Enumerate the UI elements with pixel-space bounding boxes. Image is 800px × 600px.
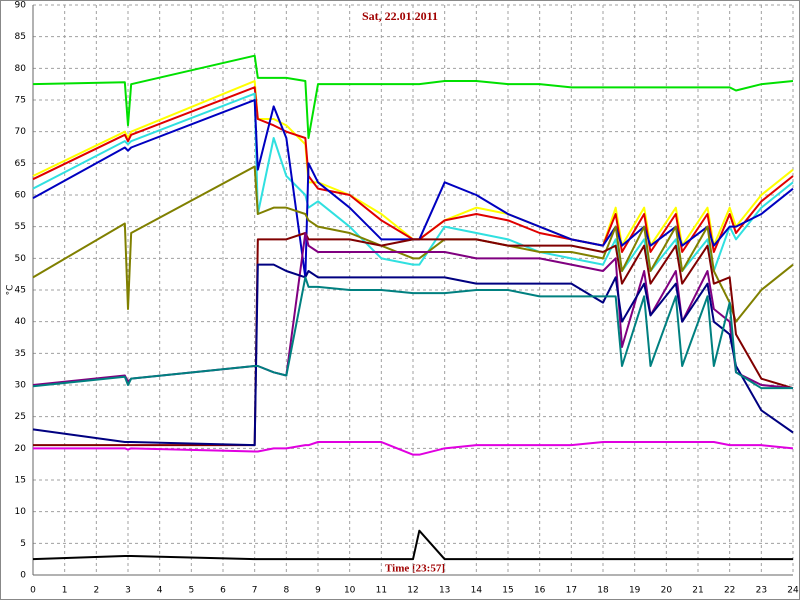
y-tick-label: 40 — [15, 317, 27, 327]
y-tick-label: 20 — [15, 444, 27, 454]
x-tick-label: 16 — [534, 586, 546, 596]
x-tick-label: 7 — [252, 586, 258, 596]
y-tick-label: 50 — [15, 254, 27, 264]
series-line — [33, 232, 794, 447]
series-line — [32, 80, 794, 247]
y-tick-label: 90 — [15, 1, 27, 11]
y-tick-label: 55 — [15, 222, 26, 232]
x-tick-label: 5 — [188, 586, 194, 596]
y-tick-label: 65 — [15, 159, 26, 169]
x-tick-label: 2 — [93, 586, 99, 596]
x-tick-label: 17 — [566, 586, 577, 596]
x-tick-label: 11 — [376, 586, 387, 596]
x-tick-label: 19 — [629, 586, 641, 596]
y-tick-label: 80 — [15, 64, 27, 74]
x-tick-label: 13 — [439, 586, 450, 596]
x-tick-label: 4 — [157, 586, 163, 596]
series-line — [32, 276, 793, 390]
x-tick-label: 22 — [724, 586, 735, 596]
x-tick-label: 21 — [692, 586, 703, 596]
series-line — [32, 263, 794, 447]
x-tick-label: 1 — [62, 586, 68, 596]
x-tick-label: 24 — [787, 586, 799, 596]
x-tick-label: 0 — [30, 586, 36, 596]
series-line — [33, 441, 794, 456]
series-line — [32, 86, 794, 253]
x-tick-label: 23 — [756, 586, 767, 596]
y-tick-label: 5 — [20, 539, 26, 549]
x-axis-label: Time [23:57] — [385, 563, 445, 575]
y-tick-label: 35 — [15, 349, 26, 359]
x-tick-label: 15 — [502, 586, 513, 596]
y-tick-label: 60 — [15, 191, 27, 201]
x-tick-label: 9 — [315, 586, 321, 596]
series-line — [32, 54, 794, 139]
x-tick-label: 20 — [661, 586, 673, 596]
y-tick-label: 75 — [15, 96, 26, 106]
x-tick-label: 14 — [471, 586, 483, 596]
x-tick-label: 18 — [597, 586, 609, 596]
x-tick-label: 6 — [220, 586, 226, 596]
x-tick-label: 10 — [344, 586, 356, 596]
y-tick-label: 10 — [15, 507, 27, 517]
chart-title: Sat, 22.01.2011 — [362, 9, 438, 23]
series-line — [32, 92, 794, 272]
x-tick-label: 12 — [407, 586, 418, 596]
y-tick-label: 45 — [15, 286, 26, 296]
y-tick-label: 25 — [15, 412, 26, 422]
y-axis-label: °C — [6, 285, 16, 296]
y-tick-label: 70 — [15, 127, 27, 137]
x-tick-label: 8 — [283, 586, 289, 596]
series-line — [32, 99, 794, 279]
y-tick-label: 0 — [20, 571, 26, 581]
y-tick-label: 85 — [15, 32, 26, 42]
y-tick-label: 15 — [15, 476, 26, 486]
y-tick-label: 30 — [15, 381, 27, 391]
series-line — [32, 529, 793, 561]
x-tick-label: 3 — [125, 586, 131, 596]
